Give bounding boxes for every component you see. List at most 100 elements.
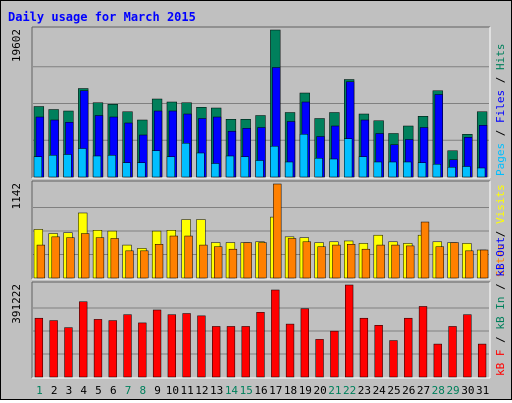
- bar-sites: [110, 238, 119, 279]
- x-tick-label: 22: [343, 384, 356, 397]
- bar-sites: [376, 244, 385, 279]
- bar-pages: [151, 150, 161, 178]
- x-tick-label: 25: [387, 384, 400, 397]
- ymax-label: 391222: [10, 284, 23, 324]
- x-tick-label: 17: [269, 384, 282, 397]
- bar-sites: [435, 246, 444, 279]
- legend-entry: Pages: [494, 143, 507, 176]
- bar-sites: [406, 245, 415, 279]
- bar-pages: [284, 161, 294, 178]
- bar-kbytes: [285, 323, 295, 378]
- bar-kbytes: [330, 330, 339, 378]
- bar-sites: [169, 235, 178, 279]
- bar-sites: [361, 248, 371, 279]
- bar-pages: [462, 166, 471, 178]
- bar-pages: [447, 167, 456, 178]
- bar-kbytes: [404, 317, 413, 378]
- bar-pages: [314, 158, 323, 178]
- bar-sites: [36, 244, 46, 279]
- x-tick-label: 3: [66, 384, 73, 397]
- legend-mid: Sites / Visits: [494, 184, 507, 277]
- bar-kbytes: [226, 326, 236, 378]
- x-tick-label: 18: [284, 384, 297, 397]
- bar-pages: [240, 156, 249, 178]
- bar-kbytes: [152, 309, 162, 378]
- bar-sites: [273, 183, 282, 279]
- legend-separator: /: [494, 70, 507, 90]
- panel-mid: 1142: [10, 180, 491, 280]
- legend-entry: kB In: [494, 297, 507, 330]
- x-tick-label: 21: [328, 384, 341, 397]
- bar-sites: [420, 221, 430, 279]
- bar-kbytes: [374, 325, 383, 378]
- bar-pages: [388, 161, 397, 178]
- legend-entry: kB F: [494, 350, 507, 377]
- x-tick-label: 15: [240, 384, 253, 397]
- bar-kbytes: [64, 327, 73, 378]
- bar-pages: [373, 161, 382, 178]
- bar-pages: [63, 154, 72, 178]
- x-tick-label: 26: [402, 384, 415, 397]
- bar-pages: [181, 143, 190, 178]
- bar-kbytes: [359, 317, 369, 378]
- bar-kbytes: [167, 314, 176, 378]
- bar-kbytes: [418, 306, 428, 378]
- bar-sites: [302, 241, 311, 279]
- bar-sites: [287, 238, 297, 279]
- legend-entry: Files: [494, 90, 507, 123]
- x-tick-label: 23: [358, 384, 371, 397]
- bar-kbytes: [79, 301, 88, 378]
- x-tick-label: 27: [417, 384, 430, 397]
- bar-kbytes: [34, 317, 44, 378]
- x-tick-label: 30: [461, 384, 474, 397]
- bar-kbytes: [182, 313, 191, 378]
- x-tick-label: 13: [210, 384, 223, 397]
- bar-sites: [243, 242, 252, 279]
- bar-pages: [476, 167, 486, 178]
- x-tick-label: 9: [154, 384, 161, 397]
- legend-top: Pages / Files / Hits: [494, 44, 507, 177]
- bar-sites: [465, 250, 474, 279]
- ymax-label: 1142: [10, 183, 23, 210]
- x-tick-label: 10: [166, 384, 179, 397]
- x-tick-label: 11: [181, 384, 194, 397]
- bar-kbytes: [448, 326, 457, 378]
- bar-sites: [184, 235, 193, 279]
- bar-sites: [347, 244, 356, 279]
- bar-pages: [122, 162, 131, 178]
- bar-kbytes: [463, 314, 472, 378]
- bar-kbytes: [477, 343, 487, 378]
- ymax-label: 19602: [10, 29, 23, 62]
- bar-pages: [107, 155, 116, 178]
- bar-sites: [214, 246, 223, 279]
- bar-kbytes: [433, 343, 442, 378]
- bar-pages: [344, 138, 353, 178]
- x-tick-label: 19: [299, 384, 312, 397]
- bar-pages: [417, 162, 427, 178]
- bar-kbytes: [271, 289, 280, 378]
- x-tick-label: 2: [51, 384, 58, 397]
- bar-sites: [228, 248, 238, 279]
- bar-pages: [255, 160, 264, 178]
- panel-top: 19602: [10, 26, 491, 179]
- panel-bot: 391222: [10, 281, 491, 379]
- legend-entry: Hits: [494, 44, 507, 71]
- bar-pages: [358, 156, 368, 178]
- bar-pages: [432, 164, 441, 178]
- bar-kbytes: [345, 284, 354, 378]
- x-tick-label: 29: [446, 384, 459, 397]
- x-tick-label: 5: [95, 384, 102, 397]
- x-tick-label: 28: [432, 384, 445, 397]
- bar-sites: [81, 233, 90, 279]
- bar-sites: [51, 236, 60, 279]
- x-tick-label: 16: [254, 384, 267, 397]
- legend-entry: kB Out: [494, 237, 507, 277]
- x-tick-label: 1: [36, 384, 43, 397]
- x-tick-label: 8: [139, 384, 146, 397]
- bar-kbytes: [93, 319, 103, 378]
- bar-pages: [225, 155, 235, 178]
- bar-sites: [66, 237, 75, 279]
- bar-sites: [479, 249, 489, 279]
- legend-separator: /: [494, 277, 507, 297]
